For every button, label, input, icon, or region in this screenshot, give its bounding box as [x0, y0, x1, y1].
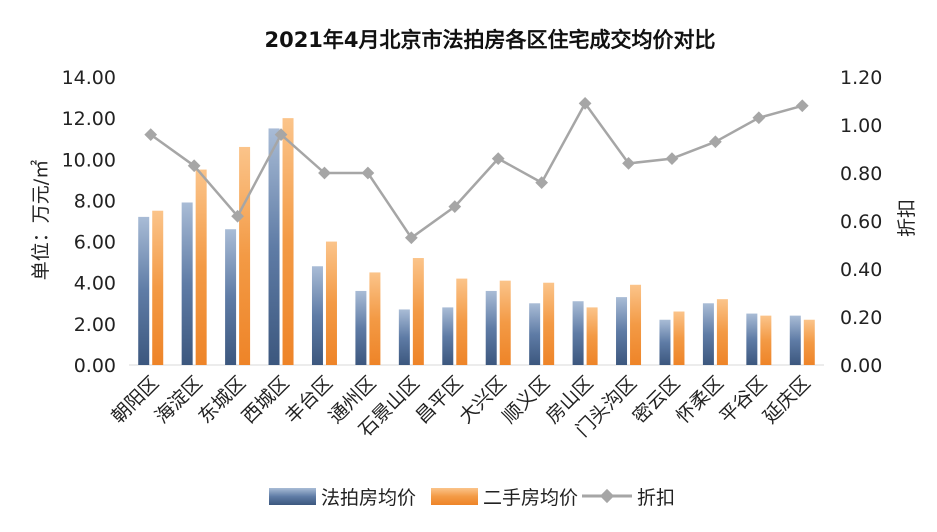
discount-point — [274, 128, 288, 141]
x-axis-category-labels: 朝阳区海淀区东城区西城区丰台区通州区石景山区昌平区大兴区顺义区房山区门头沟区密云… — [107, 372, 814, 441]
legend-swatch-discount-marker — [599, 488, 615, 504]
x-category-label: 西城区 — [238, 372, 294, 428]
discount-point — [404, 231, 418, 245]
bar-auction-price — [616, 297, 628, 365]
bar-auction-price — [659, 319, 671, 365]
y-tick-label: 0.00 — [74, 355, 116, 377]
y-tick-label: 8.00 — [74, 190, 116, 212]
bar-auction-price — [311, 266, 323, 365]
bar-resale-price — [760, 315, 772, 365]
x-category-label: 平谷区 — [716, 372, 772, 428]
bar-resale-price — [803, 319, 815, 365]
x-category-label: 朝阳区 — [107, 372, 163, 428]
y2-axis-title: 折扣 — [896, 199, 918, 237]
bar-auction-price — [789, 315, 801, 365]
discount-point — [795, 99, 809, 113]
bar-resale-price — [152, 210, 164, 365]
x-category-label: 密云区 — [629, 372, 685, 428]
bar-resale-price — [412, 258, 424, 365]
legend-swatch-resale-price — [431, 488, 478, 505]
y2-tick-label: 0.60 — [840, 211, 882, 233]
bar-resale-price — [673, 311, 685, 365]
bar-resale-price — [630, 284, 642, 365]
x-category-label: 延庆区 — [759, 372, 815, 428]
y2-tick-label: 1.00 — [840, 115, 882, 137]
x-category-label: 大兴区 — [455, 372, 511, 428]
y2-tick-label: 0.20 — [840, 307, 882, 329]
x-category-label: 顺义区 — [498, 372, 554, 428]
bar-auction-price — [485, 290, 497, 365]
bar-auction-price — [529, 303, 541, 365]
y-tick-label: 4.00 — [74, 273, 116, 295]
bar-auction-price — [138, 216, 150, 365]
x-category-label: 东城区 — [194, 372, 250, 428]
legend-label-resale-price: 二手房均价 — [483, 487, 578, 509]
x-category-label: 怀柔区 — [672, 372, 728, 428]
bar-auction-price — [746, 313, 758, 365]
discount-line — [149, 102, 803, 240]
bar-auction-price — [398, 309, 410, 365]
y2-axis-ticks: 0.00 0.20 0.40 0.60 0.80 1.00 1.20 — [840, 67, 882, 377]
discount-point — [361, 166, 375, 180]
x-category-label: 丰台区 — [281, 372, 337, 428]
bar-resale-price — [543, 282, 555, 365]
legend-label-discount: 折扣 — [637, 487, 675, 509]
discount-point — [318, 166, 331, 180]
bar-resale-price — [586, 307, 598, 365]
bar-auction-price — [442, 307, 454, 365]
bar-auction-price — [225, 229, 237, 365]
discount-point — [144, 128, 158, 141]
discount-point — [448, 200, 462, 213]
bar-resale-price — [282, 118, 294, 366]
y2-tick-label: 1.20 — [840, 67, 882, 89]
discount-point — [535, 176, 549, 189]
discount-point — [187, 159, 201, 173]
bar-auction-price — [702, 303, 714, 365]
y-tick-label: 12.00 — [62, 108, 116, 130]
discount-point — [709, 135, 722, 149]
y-tick-label: 6.00 — [74, 232, 116, 254]
legend-label-auction-price: 法拍房均价 — [321, 487, 416, 509]
bar-auction-price — [181, 202, 193, 365]
bar-resale-price — [325, 241, 337, 365]
bar-resale-price — [369, 272, 381, 365]
bar-resale-price — [195, 169, 207, 365]
discount-point — [752, 111, 766, 125]
bars — [138, 118, 815, 366]
discount-point — [231, 209, 244, 223]
bar-resale-price — [239, 146, 251, 365]
x-category-label: 海淀区 — [151, 372, 207, 428]
discount-point — [665, 152, 679, 165]
bar-auction-price — [572, 301, 584, 365]
y-tick-label: 10.00 — [62, 149, 116, 171]
discount-point — [491, 152, 505, 165]
y2-tick-label: 0.00 — [840, 355, 882, 377]
legend: 法拍房均价 二手房均价 折扣 — [269, 487, 675, 509]
y-tick-label: 2.00 — [74, 314, 116, 336]
bar-resale-price — [716, 299, 728, 365]
y2-tick-label: 0.40 — [840, 259, 882, 281]
y-axis-title: 单位：万元/㎡ — [29, 160, 52, 280]
bar-auction-price — [268, 128, 280, 365]
y-axis-ticks: 0.00 2.00 4.00 6.00 8.00 10.00 12.00 14.00 — [62, 67, 116, 377]
legend-swatch-auction-price — [269, 488, 316, 505]
x-category-label: 昌平区 — [411, 372, 467, 428]
y2-tick-label: 0.80 — [840, 163, 882, 185]
chart-title: 2021年4月北京市法拍房各区住宅成交均价对比 — [264, 28, 715, 52]
bar-auction-price — [355, 290, 367, 365]
y-tick-label: 14.00 — [62, 67, 116, 89]
bar-resale-price — [456, 278, 468, 365]
bar-resale-price — [499, 280, 511, 365]
